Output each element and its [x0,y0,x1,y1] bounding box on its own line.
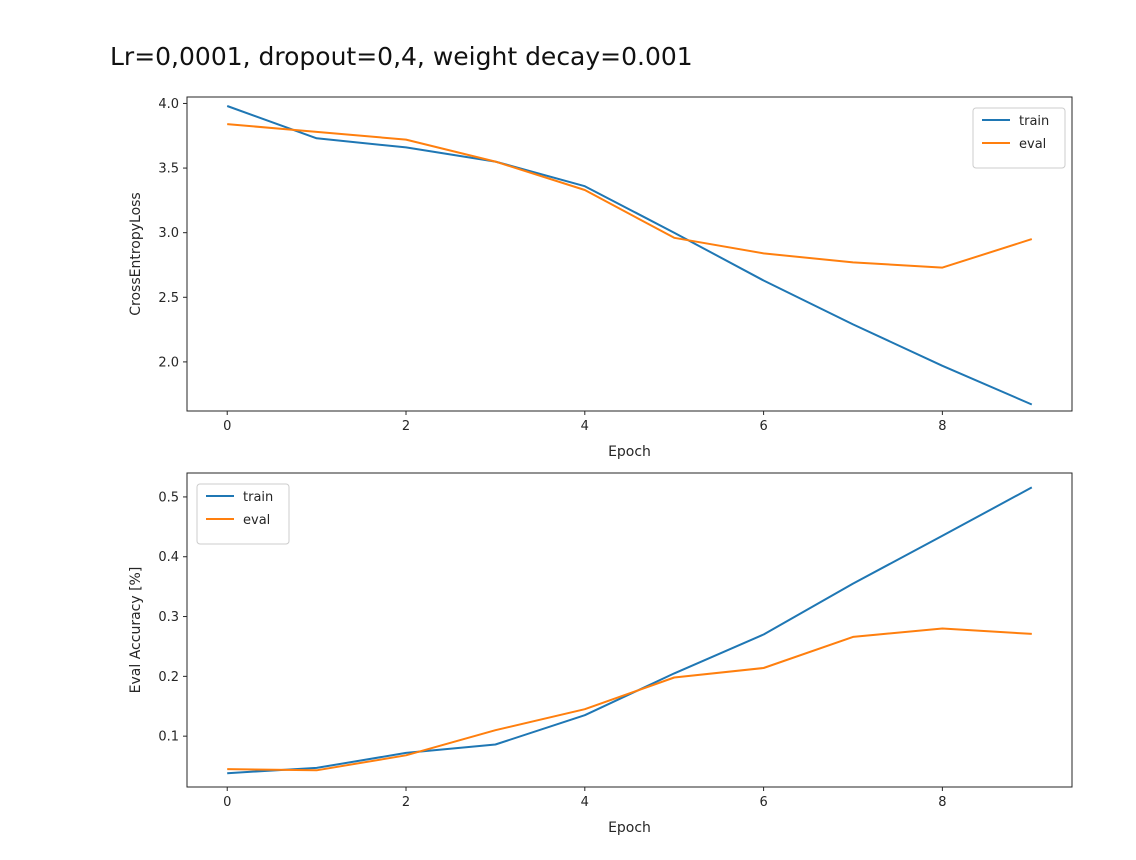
series-line-train [226,105,1033,406]
y-tick-label: 0.5 [158,490,179,505]
x-tick-label: 8 [938,795,946,810]
x-axis-label: Epoch [608,820,651,836]
x-tick-label: 8 [938,419,946,434]
legend-label-eval: eval [1019,137,1046,152]
legend: train eval [196,483,290,545]
legend-label-train: train [1019,114,1049,129]
legend: train eval [972,107,1066,169]
legend-label-train: train [243,490,273,505]
y-tick-label: 2.5 [158,291,179,306]
y-tick-label: 4.0 [158,97,179,112]
y-tick-label: 3.0 [158,226,179,241]
plot-frame [186,96,1073,412]
x-tick-label: 2 [402,419,410,434]
y-tick-label: 2.0 [158,355,179,370]
y-tick-label: 0.4 [158,550,179,565]
y-tick-label: 0.2 [158,670,179,685]
loss-chart: 0 2 4 6 8 2.0 2.5 3.0 3.5 4.0 Epoch CrossEntropyLos… [128,96,1073,460]
series-line-train [227,486,1033,775]
x-tick-label: 4 [581,419,589,434]
series-line-eval [227,123,1033,269]
plot-frame [186,472,1073,788]
x-tick-label: 0 [223,419,231,434]
x-tick-label: 4 [581,795,589,810]
x-tick-label: 0 [223,795,231,810]
x-tick-label: 6 [759,419,767,434]
y-axis-label: CrossEntropyLoss [128,192,144,315]
x-tick-label: 2 [402,795,410,810]
legend-box [196,483,290,545]
legend-box [972,107,1066,169]
y-tick-label: 0.3 [158,610,179,625]
y-axis-label: Eval Accuracy [%] [128,567,144,694]
x-tick-label: 6 [759,795,767,810]
y-tick-label: 3.5 [158,162,179,177]
figure-title: Lr=0,0001, dropout=0,4, weight decay=0.0… [110,42,693,71]
accuracy-chart: 0 2 4 6 8 0.1 0.2 0.3 0.4 0.5 Epoch Eval Accuracy [… [128,472,1073,836]
x-axis-label: Epoch [608,444,651,460]
y-tick-label: 0.1 [158,730,179,745]
series-line-eval [227,627,1032,772]
legend-label-eval: eval [243,513,270,528]
